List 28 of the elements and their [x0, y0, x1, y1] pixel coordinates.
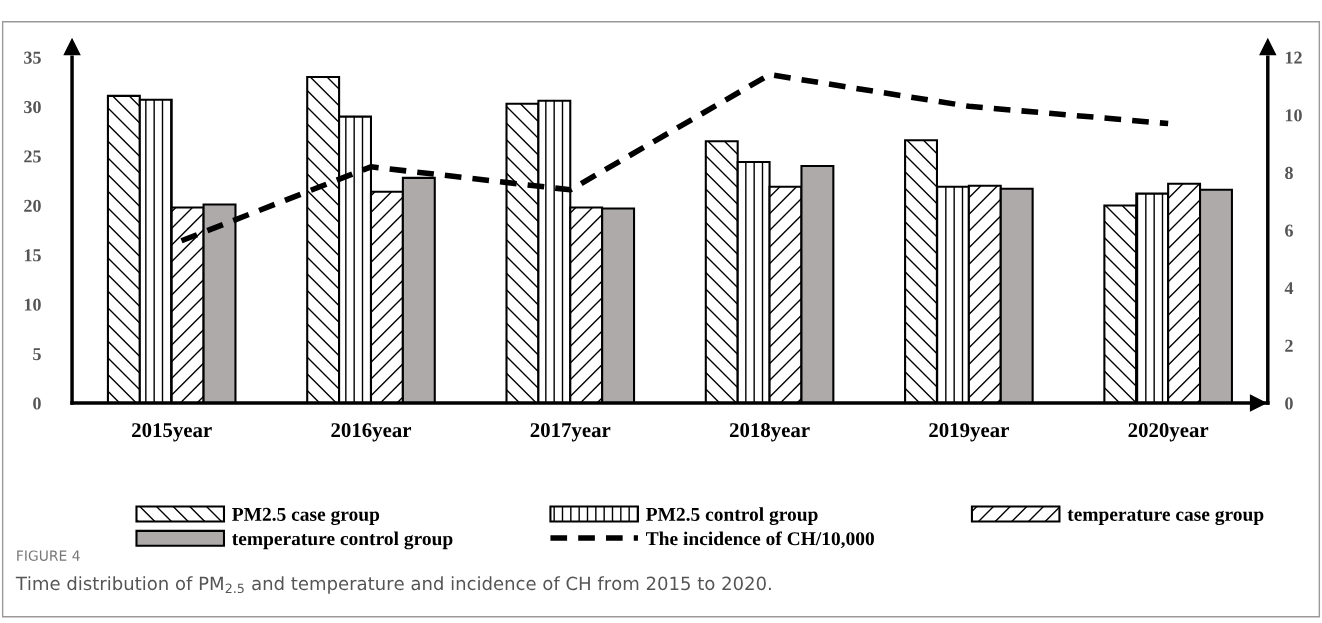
y-tick-label: 30 — [24, 100, 41, 114]
y2-tick-label: 12 — [1285, 51, 1302, 64]
y-tick-label: 10 — [24, 298, 41, 311]
x-tick-label: 2015year — [132, 423, 212, 442]
y-tick-label: 20 — [24, 199, 41, 212]
y2-tick-label: 0 — [1285, 397, 1293, 410]
legend-label: temperature control group — [232, 531, 453, 550]
y-tick-label: 35 — [24, 51, 41, 64]
y2-tick-label: 8 — [1285, 166, 1293, 180]
y-tick-label: 25 — [24, 150, 41, 163]
x-tick-label: 2016year — [331, 423, 412, 442]
x-tick-label: 2018year — [729, 423, 810, 442]
y-tick-label: 0 — [33, 397, 41, 410]
legend-label: The incidence of CH/10,000 — [646, 531, 874, 549]
y2-tick-label: 4 — [1284, 282, 1294, 295]
y2-tick-label: 10 — [1285, 109, 1302, 122]
legend-label: PM2.5 case group — [232, 507, 380, 526]
y-tick-label: 15 — [24, 249, 41, 262]
legend-label: PM2.5 control group — [646, 507, 818, 526]
x-tick-label: 2020year — [1128, 423, 1209, 442]
y-tick-label: 5 — [33, 348, 41, 361]
y2-tick-label: 6 — [1285, 224, 1293, 237]
text: Time distribution of PM$_{2.5}$ and temperature and incidence of CH from 2015 to 2020. — [15, 576, 771, 594]
caption: FIGURE 4 — [17, 550, 80, 561]
x-tick-label: 2019year — [929, 423, 1009, 442]
y2-tick-label: 2 — [1285, 339, 1293, 352]
x-tick-label: 2017year — [530, 423, 611, 442]
legend-label: temperature case group — [1067, 509, 1264, 526]
